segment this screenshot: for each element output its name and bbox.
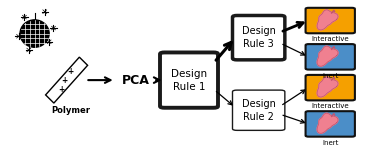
FancyBboxPatch shape: [232, 90, 285, 130]
Text: +: +: [67, 67, 73, 76]
Polygon shape: [317, 77, 338, 97]
Text: PCA: PCA: [122, 74, 150, 87]
Text: Interactive: Interactive: [311, 36, 349, 42]
Text: Design
Rule 1: Design Rule 1: [171, 68, 207, 92]
Polygon shape: [317, 46, 338, 66]
Polygon shape: [317, 10, 338, 30]
FancyBboxPatch shape: [232, 15, 285, 60]
Text: Design
Rule 3: Design Rule 3: [242, 26, 276, 49]
FancyBboxPatch shape: [305, 44, 355, 69]
Ellipse shape: [20, 20, 49, 47]
FancyBboxPatch shape: [305, 75, 355, 100]
FancyBboxPatch shape: [160, 52, 218, 108]
FancyBboxPatch shape: [305, 8, 355, 33]
Text: +: +: [58, 85, 64, 94]
Text: Interactive: Interactive: [311, 103, 349, 109]
Text: Design
Rule 2: Design Rule 2: [242, 99, 276, 122]
Text: Inert: Inert: [322, 73, 338, 79]
Polygon shape: [46, 57, 88, 103]
FancyBboxPatch shape: [305, 111, 355, 137]
Text: Inert: Inert: [322, 140, 338, 146]
Polygon shape: [317, 113, 338, 133]
Text: Polymer: Polymer: [51, 106, 90, 115]
Text: +: +: [62, 76, 68, 85]
